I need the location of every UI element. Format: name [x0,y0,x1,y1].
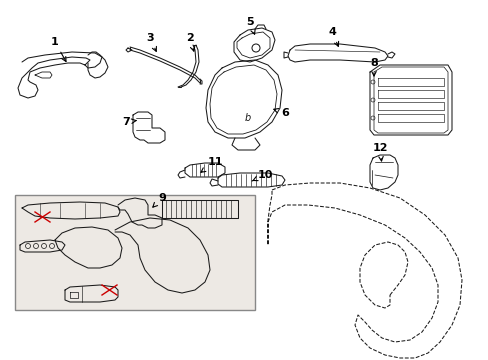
Text: 11: 11 [201,157,223,172]
Text: b: b [244,113,251,123]
Text: 10: 10 [251,170,272,181]
Text: 12: 12 [371,143,387,161]
Text: 2: 2 [186,33,194,51]
Text: 3: 3 [146,33,156,51]
Text: 5: 5 [245,17,255,34]
Text: 6: 6 [273,108,288,118]
Text: 7: 7 [122,117,136,127]
Text: 8: 8 [369,58,377,76]
Text: 9: 9 [152,193,165,207]
Text: 1: 1 [51,37,66,62]
FancyBboxPatch shape [15,195,254,310]
Text: 4: 4 [327,27,338,46]
